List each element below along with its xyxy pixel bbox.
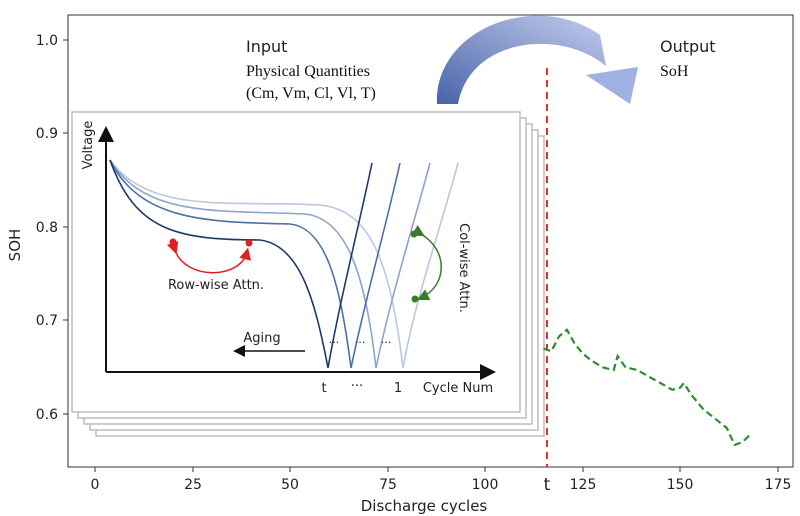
voltage-curve	[109, 159, 401, 369]
curve-dots: ···	[355, 336, 366, 349]
x-ticks: 0 25 50 75 100 125 150 175	[91, 467, 792, 493]
row-attn-label: Row-wise Attn.	[168, 278, 264, 293]
inset-y-label: Voltage	[81, 121, 96, 170]
input-line1: Physical Quantities	[246, 63, 370, 80]
output-title: Output	[660, 37, 716, 56]
x-axis-label: Discharge cycles	[361, 497, 488, 515]
x-tick-label: 25	[184, 477, 202, 493]
col-attn-point	[411, 295, 419, 303]
input-output-arrowhead	[586, 67, 638, 104]
curve-dots: ···	[329, 336, 340, 349]
input-title: Input	[246, 37, 287, 56]
row-attn-point	[245, 239, 253, 247]
x-tick-label: 125	[570, 477, 597, 493]
y-tick-label: 0.6	[36, 407, 58, 423]
curve-dots: ···	[381, 336, 392, 349]
output-line1: SoH	[660, 63, 689, 80]
inset-x-label: Cycle Num	[423, 381, 493, 396]
inset-tick-t: t	[321, 381, 326, 396]
aging-label: Aging	[243, 331, 280, 346]
cutoff-label: t	[544, 475, 551, 495]
inset-tick-dots: ···	[351, 379, 363, 394]
x-tick-label: 175	[765, 477, 792, 493]
soh-series	[543, 328, 751, 447]
row-attn-arrow	[166, 240, 251, 274]
soh-prediction-line	[543, 328, 751, 447]
x-tick-label: 100	[472, 477, 499, 493]
y-tick-label: 0.7	[36, 313, 58, 329]
x-tick-label: 150	[667, 477, 694, 493]
plot-frame	[67, 14, 794, 468]
inset-tick-1: 1	[394, 381, 402, 396]
col-attn-label: Col-wise Attn.	[456, 223, 471, 313]
input-output-arrow	[436, 15, 606, 104]
y-tick-label: 0.8	[36, 220, 58, 236]
voltage-curve	[109, 159, 373, 369]
col-attn-arrow	[411, 225, 442, 301]
y-tick-label: 1.0	[36, 33, 58, 49]
x-tick-label: 0	[91, 477, 100, 493]
voltage-curve	[109, 159, 431, 369]
y-ticks: 0.6 0.7 0.8 0.9 1.0	[36, 33, 68, 423]
row-attn-point	[169, 238, 177, 246]
x-tick-label: 50	[281, 477, 299, 493]
col-attn-point	[410, 230, 418, 238]
x-tick-label: 75	[379, 477, 397, 493]
input-line2: (Cm, Vm, Cl, Vl, T)	[246, 85, 376, 102]
input-sheet-stack	[71, 111, 545, 437]
y-axis-label: SOH	[6, 229, 24, 262]
y-tick-label: 0.9	[36, 126, 58, 142]
